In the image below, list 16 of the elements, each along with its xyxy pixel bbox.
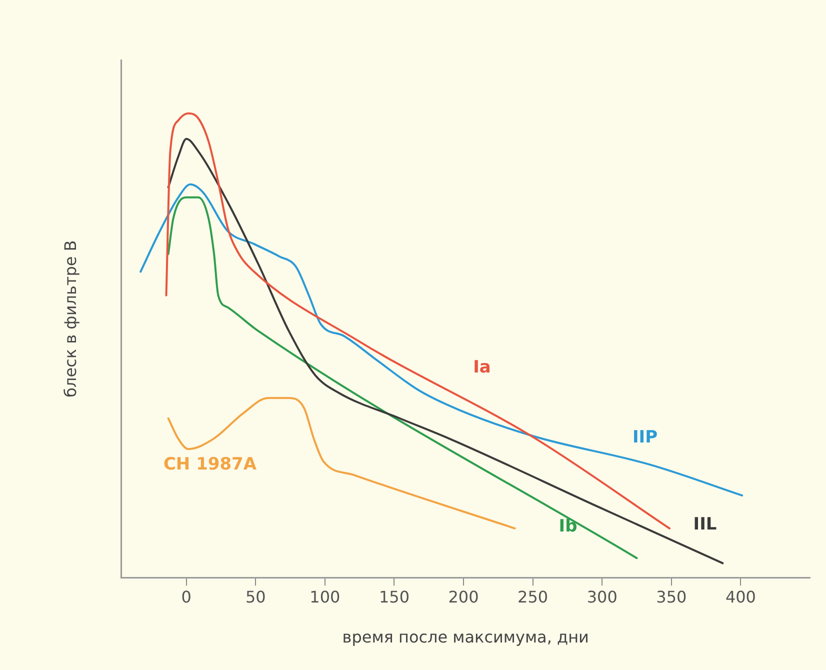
series-label: IIP — [632, 427, 658, 448]
x-tick-label: 150 — [378, 587, 410, 606]
x-tick-label: 300 — [586, 587, 618, 606]
x-tick-label: 100 — [310, 587, 340, 606]
y-axis-title: блеск в фильтре B — [60, 240, 80, 398]
x-axis-title: время после максимума, дни — [342, 628, 589, 647]
series-label: СН 1987A — [163, 454, 258, 474]
x-tick-label: 400 — [725, 587, 756, 606]
x-tick-label: 0 — [181, 587, 192, 606]
series-label: IIL — [693, 514, 717, 534]
x-tick-label: 50 — [245, 587, 266, 606]
series-label: Ib — [558, 516, 578, 536]
x-tick-label: 250 — [518, 587, 548, 606]
series-label: Ia — [473, 357, 491, 378]
x-tick-label: 350 — [656, 587, 687, 606]
x-tick-label: 200 — [448, 587, 479, 606]
